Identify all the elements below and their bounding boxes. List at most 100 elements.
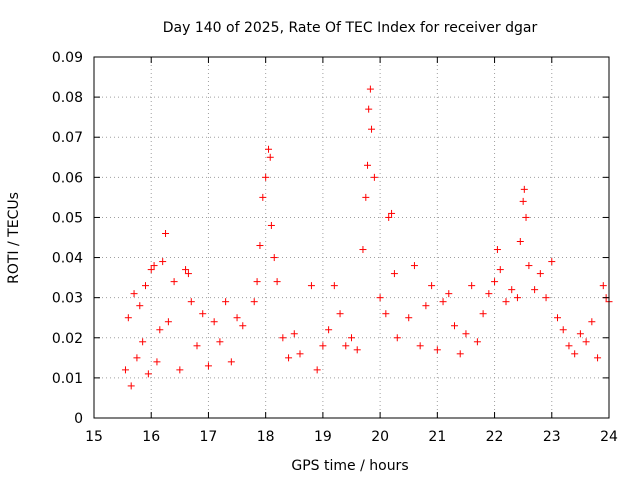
x-tick-label: 17 bbox=[200, 429, 218, 445]
data-point bbox=[502, 298, 510, 306]
data-point bbox=[542, 294, 550, 302]
y-tick-label: 0.08 bbox=[52, 90, 83, 106]
data-point bbox=[548, 258, 556, 266]
data-point bbox=[376, 294, 384, 302]
data-point bbox=[124, 314, 132, 322]
y-axis-label: ROTI / TECUs bbox=[6, 192, 22, 284]
plot-frame bbox=[93, 56, 610, 419]
data-point bbox=[388, 209, 396, 217]
data-point bbox=[159, 258, 167, 266]
x-tick-label: 21 bbox=[428, 429, 446, 445]
data-point bbox=[216, 338, 224, 346]
data-point bbox=[468, 282, 476, 290]
data-point bbox=[451, 322, 458, 330]
x-tick-labels: 15 16 17 18 19 20 21 22 23 24 bbox=[85, 429, 618, 445]
data-point bbox=[176, 366, 184, 374]
data-point bbox=[267, 221, 275, 229]
data-point bbox=[270, 254, 278, 262]
data-point bbox=[525, 262, 533, 270]
data-point bbox=[576, 330, 584, 338]
data-point bbox=[290, 330, 298, 338]
data-point bbox=[121, 366, 129, 374]
data-points bbox=[121, 85, 613, 390]
data-point bbox=[565, 342, 573, 350]
data-point bbox=[162, 229, 170, 237]
data-point bbox=[520, 185, 528, 193]
y-tick-label: 0.06 bbox=[52, 170, 83, 186]
data-point bbox=[390, 270, 398, 278]
x-tick-label: 15 bbox=[85, 429, 103, 445]
data-point bbox=[594, 354, 602, 362]
data-point bbox=[259, 193, 267, 201]
data-point bbox=[493, 246, 501, 254]
data-point bbox=[253, 278, 261, 286]
y-tick-label: 0.04 bbox=[52, 251, 83, 267]
data-point bbox=[273, 278, 281, 286]
axis-ticks bbox=[93, 56, 610, 419]
data-point bbox=[156, 326, 164, 334]
x-tick-label: 20 bbox=[371, 429, 389, 445]
x-tick-label: 23 bbox=[543, 429, 561, 445]
data-point bbox=[559, 326, 567, 334]
y-tick-label: 0.02 bbox=[52, 331, 83, 347]
data-point bbox=[599, 282, 607, 290]
data-point bbox=[239, 322, 247, 330]
data-point bbox=[410, 262, 418, 270]
y-tick-label: 0 bbox=[74, 411, 83, 427]
data-point bbox=[456, 350, 464, 358]
data-point bbox=[139, 338, 147, 346]
data-point bbox=[187, 298, 195, 306]
data-point bbox=[359, 246, 367, 254]
data-point bbox=[519, 197, 527, 205]
data-point bbox=[531, 286, 539, 294]
data-point bbox=[227, 358, 235, 366]
data-point bbox=[147, 266, 155, 274]
data-point bbox=[222, 298, 230, 306]
data-point bbox=[554, 314, 561, 322]
data-point bbox=[170, 278, 178, 286]
x-tick-label: 18 bbox=[257, 429, 275, 445]
data-point bbox=[204, 362, 212, 370]
data-point bbox=[279, 334, 287, 342]
data-point bbox=[342, 342, 350, 350]
y-tick-label: 0.05 bbox=[52, 210, 83, 226]
data-point bbox=[330, 282, 338, 290]
data-point bbox=[385, 213, 393, 221]
data-point bbox=[588, 318, 596, 326]
data-point bbox=[184, 270, 192, 278]
data-point bbox=[491, 278, 499, 286]
data-point bbox=[353, 346, 361, 354]
data-point bbox=[262, 173, 270, 181]
data-point bbox=[127, 382, 135, 390]
data-point bbox=[285, 354, 293, 362]
data-point bbox=[348, 334, 355, 342]
data-point bbox=[250, 298, 258, 306]
data-point bbox=[416, 342, 424, 350]
data-point bbox=[496, 266, 504, 274]
x-tick-label: 16 bbox=[142, 429, 160, 445]
x-tick-label: 22 bbox=[486, 429, 504, 445]
data-point bbox=[405, 314, 413, 322]
data-point bbox=[164, 318, 172, 326]
data-point bbox=[370, 173, 378, 181]
y-tick-label: 0.07 bbox=[52, 130, 83, 146]
data-point bbox=[199, 310, 207, 318]
data-point bbox=[422, 302, 430, 310]
y-tick-label: 0.03 bbox=[52, 291, 83, 307]
data-point bbox=[319, 342, 327, 350]
x-tick-label: 24 bbox=[600, 429, 618, 445]
data-point bbox=[382, 310, 390, 318]
data-point bbox=[428, 282, 436, 290]
data-point bbox=[233, 314, 241, 322]
data-point bbox=[462, 330, 470, 338]
data-point bbox=[136, 302, 144, 310]
y-tick-label: 0.09 bbox=[52, 50, 83, 66]
data-point bbox=[364, 161, 372, 169]
data-point bbox=[325, 326, 333, 334]
data-point bbox=[582, 338, 590, 346]
data-point bbox=[193, 342, 201, 350]
grid-lines bbox=[94, 57, 609, 418]
x-tick-label: 19 bbox=[314, 429, 332, 445]
data-point bbox=[445, 290, 453, 298]
